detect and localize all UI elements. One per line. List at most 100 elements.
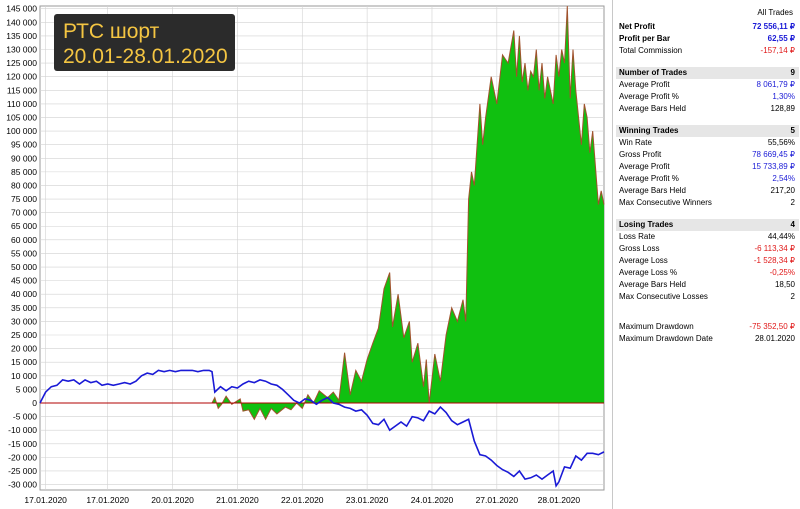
stats-value: 8 061,79 ₽ (756, 80, 795, 89)
stats-label: Max Consecutive Winners (619, 198, 712, 207)
chart-title-line1: РТС шорт (63, 20, 160, 43)
stats-row: Gross Profit 78 669,45 ₽ (616, 149, 799, 161)
x-tick-label: 28.01.2020 (538, 495, 581, 505)
stats-section-row: Winning Trades 5 (616, 125, 799, 137)
stats-row: Average Loss -1 528,34 ₽ (616, 255, 799, 267)
y-tick-label: 135 000 (6, 31, 37, 41)
stats-value: 128,89 (770, 104, 795, 113)
stats-row: Average Bars Held 18,50 (616, 279, 799, 291)
stats-table: All Trades Net Profit 72 556,11 ₽ Profit p… (616, 4, 799, 345)
stats-row: Max Consecutive Losses 2 (616, 291, 799, 303)
x-tick-label: 22.01.2020 (281, 495, 324, 505)
stats-label: Gross Profit (619, 150, 662, 159)
x-tick-label: 17.01.2020 (86, 495, 129, 505)
y-tick-label: 95 000 (11, 140, 37, 150)
stats-value: -157,14 ₽ (760, 46, 795, 55)
y-tick-label: 140 000 (6, 17, 37, 27)
stats-spacer (616, 57, 799, 67)
stats-label: Gross Loss (619, 244, 660, 253)
stats-row: Average Bars Held 128,89 (616, 103, 799, 115)
y-tick-label: 50 000 (11, 262, 37, 272)
stats-value: 2 (790, 198, 795, 207)
chart-title-box: РТС шорт 20.01-28.01.2020 (54, 14, 235, 71)
x-tick-label: 20.01.2020 (151, 495, 194, 505)
y-tick-label: 70 000 (11, 208, 37, 218)
stats-label: Net Profit (619, 22, 655, 31)
stats-label: Winning Trades (619, 126, 679, 135)
y-tick-label: 10 000 (11, 371, 37, 381)
stats-label: Win Rate (619, 138, 652, 147)
stats-row: Loss Rate 44,44% (616, 231, 799, 243)
y-tick-label: 80 000 (11, 180, 37, 190)
stats-value: 72 556,11 ₽ (752, 22, 795, 31)
y-tick-label: 75 000 (11, 194, 37, 204)
stats-label: Losing Trades (619, 220, 674, 229)
y-tick-label: 60 000 (11, 235, 37, 245)
stats-row: Net Profit 72 556,11 ₽ (616, 21, 799, 33)
y-tick-label: -20 000 (8, 452, 37, 462)
stats-label: Average Profit (619, 162, 670, 171)
y-tick-label: 45 000 (11, 276, 37, 286)
y-tick-label: 110 000 (7, 99, 37, 109)
y-tick-label: -15 000 (8, 439, 37, 449)
y-tick-label: 30 000 (11, 316, 37, 326)
stats-label: Number of Trades (619, 68, 688, 77)
y-tick-label: -5 000 (13, 412, 37, 422)
stats-label: Total Commission (619, 46, 683, 55)
stats-row: Average Bars Held 217,20 (616, 185, 799, 197)
y-tick-label: -10 000 (8, 425, 37, 435)
stats-row: Profit per Bar 62,55 ₽ (616, 33, 799, 45)
stats-panel: All Trades Net Profit 72 556,11 ₽ Profit p… (612, 0, 800, 509)
equity-area (40, 6, 604, 420)
stats-label: Average Profit (619, 80, 670, 89)
y-tick-label: 100 000 (6, 126, 37, 136)
y-tick-label: 105 000 (6, 112, 37, 122)
equity-line (40, 5, 605, 421)
y-tick-label: 115 000 (7, 85, 37, 95)
y-tick-label: 40 000 (11, 289, 37, 299)
stats-value: -1 528,34 ₽ (753, 256, 795, 265)
stats-value: 2,54% (772, 174, 795, 183)
stats-value: -75 352,50 ₽ (749, 322, 795, 331)
y-tick-label: 35 000 (11, 303, 37, 313)
stats-label: Average Bars Held (619, 104, 686, 113)
y-tick-label: 55 000 (11, 248, 37, 258)
y-tick-label: 145 000 (6, 4, 37, 14)
y-tick-label: 120 000 (6, 72, 37, 82)
stats-label: Average Profit % (619, 174, 679, 183)
stats-label: Average Profit % (619, 92, 679, 101)
stats-label: Average Loss (619, 256, 668, 265)
y-tick-label: 25 000 (11, 330, 37, 340)
x-tick-label: 17.01.2020 (24, 495, 67, 505)
stats-row: Maximum Drawdown -75 352,50 ₽ (616, 321, 799, 333)
stats-row: Gross Loss -6 113,34 ₽ (616, 243, 799, 255)
stats-label: Average Bars Held (619, 186, 686, 195)
y-tick-label: 65 000 (11, 221, 37, 231)
x-tick-label: 23.01.2020 (346, 495, 389, 505)
stats-value: 55,56% (767, 138, 795, 147)
y-tick-label: 85 000 (11, 167, 37, 177)
stats-value: 4 (790, 220, 795, 229)
stats-value: -0,25% (769, 268, 795, 277)
stats-column-header: All Trades (757, 8, 793, 17)
stats-row: Total Commission -157,14 ₽ (616, 45, 799, 57)
stats-value: 18,50 (774, 280, 795, 289)
stats-row: Maximum Drawdown Date 28.01.2020 (616, 333, 799, 345)
y-tick-label: 125 000 (6, 58, 37, 68)
x-tick-label: 24.01.2020 (411, 495, 454, 505)
stats-row: Average Profit 8 061,79 ₽ (616, 79, 799, 91)
stats-value: 62,55 ₽ (767, 34, 795, 43)
stats-spacer (616, 209, 799, 219)
equity-chart: -30 000 -25 000 -20 000 -15 000 -10 000 -5 00… (6, 4, 605, 505)
stats-value: 28.01.2020 (754, 334, 795, 343)
stats-section-row: Losing Trades 4 (616, 219, 799, 231)
stats-value: 2 (790, 292, 795, 301)
y-tick-label: -25 000 (8, 466, 37, 476)
stats-row: Average Profit % 1,30% (616, 91, 799, 103)
chart-svg: -30 000 -25 000 -20 000 -15 000 -10 000 -5 00… (6, 4, 605, 505)
stats-row: Average Profit % 2,54% (616, 173, 799, 185)
stats-spacer (616, 115, 799, 125)
stats-value: 5 (790, 126, 795, 135)
y-tick-label: 0 (32, 398, 37, 408)
stats-spacer (616, 303, 799, 321)
